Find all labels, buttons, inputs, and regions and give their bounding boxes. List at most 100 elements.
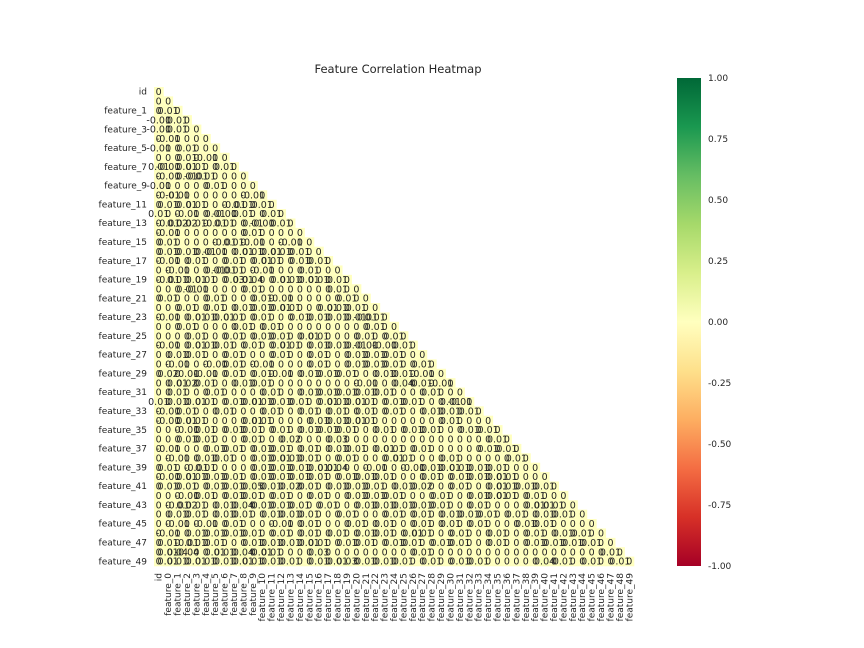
heatmap-cell [436, 425, 447, 435]
heatmap-cell [238, 396, 249, 407]
cell-annotation: 0.01 [223, 519, 244, 530]
heatmap-cell [417, 396, 428, 407]
cell-annotation: 0 [438, 557, 444, 568]
heatmap-cell [238, 256, 249, 266]
cell-annotation: 0 [212, 313, 218, 324]
heatmap-cell [361, 490, 371, 501]
heatmap-cell [163, 415, 174, 426]
heatmap-cell [285, 509, 296, 520]
cell-annotation: 0 [316, 406, 322, 417]
heatmap-cell [370, 519, 381, 529]
cell-annotation: 0 [363, 294, 369, 305]
cell-annotation: 0.01 [148, 397, 169, 408]
cell-annotation: 0 [391, 463, 397, 474]
cell-annotation: 0 [513, 529, 519, 540]
cell-annotation: 0.01 [421, 472, 442, 483]
cell-annotation: 0 [400, 388, 406, 399]
heatmap-cell [304, 490, 315, 501]
heatmap-cell [502, 481, 512, 492]
heatmap-cell [455, 481, 465, 492]
heatmap-cell [248, 537, 258, 548]
x-tick-label: feature_1 [174, 573, 184, 616]
heatmap-cell [615, 547, 625, 557]
x-tick-label: feature_34 [484, 573, 494, 622]
heatmap-cell [398, 340, 409, 351]
heatmap-cell [426, 378, 437, 388]
cell-annotation: 0 [193, 444, 199, 455]
heatmap-cell [248, 500, 258, 510]
heatmap-cell [379, 537, 390, 548]
heatmap-cell [568, 547, 578, 557]
colorbar-tick-label: -0.50 [708, 440, 732, 450]
cell-annotation: 0 [222, 322, 228, 333]
cell-annotation: 0.01 [186, 219, 207, 230]
cell-annotation: 0 [419, 435, 425, 446]
cell-annotation: 0 [513, 500, 519, 511]
cell-annotation: 0 [400, 444, 406, 455]
heatmap-cell [436, 490, 447, 501]
cell-annotation: 0 [175, 106, 181, 117]
heatmap-cell [351, 359, 362, 370]
cell-annotation: 0 [447, 388, 453, 399]
heatmap-cell [389, 368, 400, 379]
heatmap-cell [248, 340, 258, 351]
cell-annotation: 0.01 [412, 547, 433, 558]
heatmap-cell [426, 500, 437, 510]
cell-annotation: 0 [278, 547, 284, 558]
cell-annotation: 0 [156, 303, 162, 314]
cell-annotation: 0.01 [449, 482, 470, 493]
heatmap-cell [219, 321, 230, 332]
cell-annotation: 0.01 [270, 472, 291, 483]
cell-annotation: 0 [203, 547, 209, 558]
cell-annotation: 0 [306, 359, 312, 370]
heatmap-cell [154, 547, 164, 557]
cell-annotation: 0 [231, 228, 237, 239]
cell-annotation: 0 [466, 416, 472, 427]
heatmap-cell [464, 443, 475, 454]
heatmap-cell [332, 519, 343, 529]
cell-annotation: 0 [184, 557, 190, 568]
heatmap-cell [351, 481, 362, 492]
cell-annotation: 0 [382, 416, 388, 427]
cell-annotation: 0.01 [346, 397, 367, 408]
heatmap-cell [219, 340, 230, 351]
cell-annotation: 0 [335, 500, 341, 511]
heatmap-cell [379, 406, 390, 417]
heatmap-cell [314, 462, 324, 473]
cell-annotation: 0 [175, 181, 181, 192]
heatmap-cell [210, 152, 221, 163]
cell-annotation: 0.01 [346, 482, 367, 493]
heatmap-cell [379, 415, 390, 426]
cell-annotation: 0.01 [327, 416, 348, 427]
heatmap-cell [314, 528, 324, 539]
heatmap-cell [417, 415, 428, 426]
cell-annotation: 0.01 [421, 425, 442, 436]
heatmap-cell [257, 462, 268, 473]
heatmap-cell [191, 396, 202, 407]
cell-annotation: 0 [222, 284, 228, 295]
cell-annotation: 0.01 [525, 491, 546, 502]
heatmap-cell [445, 425, 456, 435]
cell-annotation: 0.01 [393, 453, 414, 464]
heatmap-cell [342, 387, 352, 398]
cell-annotation: 0 [429, 359, 435, 370]
cell-annotation: 0 [485, 529, 491, 540]
heatmap-cell [398, 387, 409, 398]
heatmap-cell [219, 453, 230, 463]
cell-annotation: 0 [231, 303, 237, 314]
heatmap-cell [426, 537, 437, 548]
heatmap-cell [172, 115, 183, 125]
cell-annotation: 0.01 [158, 247, 179, 258]
heatmap-cell [417, 378, 428, 388]
heatmap-cell [201, 359, 211, 370]
heatmap-cell [229, 227, 240, 238]
heatmap-cell [323, 406, 334, 417]
heatmap-cell [408, 528, 418, 539]
heatmap-cell [191, 209, 202, 219]
cell-annotation: 0.01 [280, 538, 301, 549]
cell-annotation: 0 [269, 350, 275, 361]
x-tick-label: feature_36 [503, 573, 513, 622]
cell-annotation: 0 [419, 491, 425, 502]
heatmap-cell [154, 472, 164, 482]
heatmap-cell [417, 528, 428, 539]
